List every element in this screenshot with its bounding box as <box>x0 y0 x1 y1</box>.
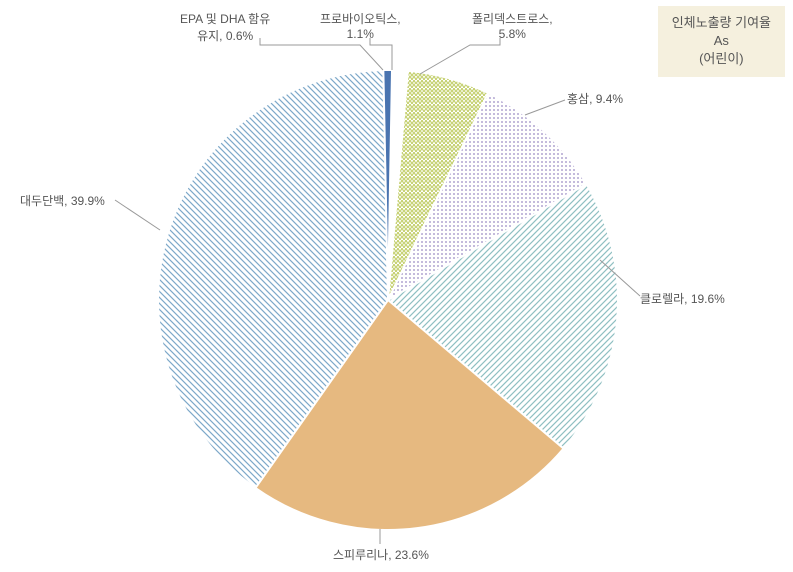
legend-box: 인체노출량 기여율 As (어린이) <box>658 6 785 77</box>
label-epa-dha: EPA 및 DHA 함유유지, 0.6% <box>180 10 270 44</box>
legend-line1: 인체노출량 기여율 <box>672 14 771 32</box>
label-chlorella: 클로렐라, 19.6% <box>640 290 725 307</box>
pie-chart <box>0 0 793 572</box>
legend-line3: (어린이) <box>672 50 771 68</box>
label-polydex: 폴리덱스트로스,5.8% <box>472 10 553 41</box>
legend-line2: As <box>672 32 771 50</box>
label-soy: 대두단백, 39.9% <box>20 192 105 209</box>
label-hongsam: 홍삼, 9.4% <box>567 90 623 107</box>
label-spirulina: 스피루리나, 23.6% <box>333 546 429 563</box>
label-probiotics: 프로바이오틱스,1.1% <box>320 10 401 41</box>
